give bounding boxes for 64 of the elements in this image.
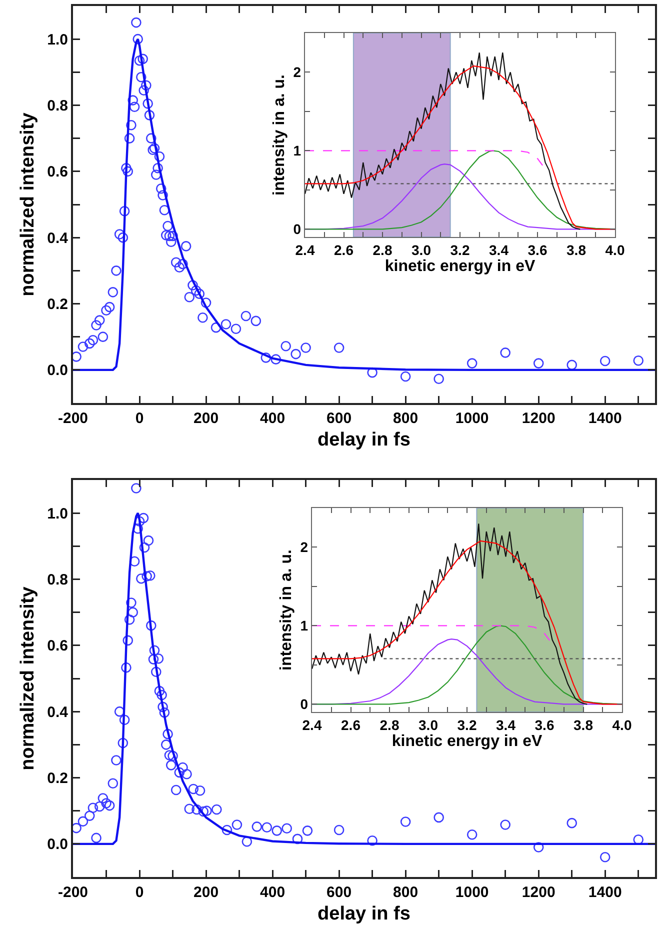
x-axis-title: kinetic energy in eV bbox=[392, 733, 542, 750]
x-tick-label: 3.6 bbox=[528, 242, 548, 258]
x-tick-label: 4.0 bbox=[612, 717, 632, 733]
x-tick-label: 600 bbox=[326, 410, 352, 427]
x-tick-label: 3.0 bbox=[418, 717, 438, 733]
y-tick-label: 0.8 bbox=[47, 572, 68, 588]
x-axis-title: delay in fs bbox=[318, 429, 410, 450]
y-tick-label: 0.6 bbox=[47, 638, 68, 655]
x-tick-label: 3.0 bbox=[412, 242, 432, 258]
y-axis-title: intensity in a. u. bbox=[271, 74, 288, 196]
line-series bbox=[305, 52, 581, 230]
x-tick-label: 3.8 bbox=[574, 717, 594, 733]
x-tick-label: 800 bbox=[393, 884, 418, 901]
x-tick-label: 3.4 bbox=[496, 717, 516, 733]
y-tick-label: 1 bbox=[300, 618, 308, 634]
x-axis-title: kinetic energy in eV bbox=[384, 258, 536, 275]
x-tick-label: 2.8 bbox=[372, 242, 392, 258]
x-tick-label: 800 bbox=[393, 410, 418, 427]
y-tick-label: 0.2 bbox=[47, 770, 68, 787]
x-tick-label: 1200 bbox=[522, 884, 556, 901]
x-tick-label: 1400 bbox=[588, 410, 622, 427]
x-tick-label: 0 bbox=[135, 884, 144, 901]
x-tick-label: 2.4 bbox=[295, 242, 315, 258]
y-tick-label: 0.2 bbox=[47, 296, 68, 313]
x-tick-label: 2.8 bbox=[380, 717, 400, 733]
x-tick-label: 0 bbox=[135, 410, 144, 427]
x-tick-label: 1000 bbox=[455, 410, 489, 427]
x-tick-label: -200 bbox=[58, 884, 88, 901]
x-tick-label: 2.4 bbox=[302, 717, 322, 733]
x-tick-label: 1400 bbox=[588, 884, 622, 901]
y-tick-label: 1.0 bbox=[47, 31, 68, 48]
y-tick-label: 0.0 bbox=[47, 836, 68, 854]
x-tick-label: 4.0 bbox=[605, 242, 625, 258]
x-tick-label: 1200 bbox=[522, 410, 556, 427]
y-axis-title: intensity in a. u. bbox=[278, 550, 296, 670]
x-tick-label: 3.4 bbox=[489, 242, 509, 258]
x-tick-label: 3.2 bbox=[450, 242, 470, 258]
x-tick-label: -200 bbox=[58, 410, 88, 427]
line-series bbox=[312, 523, 588, 705]
x-tick-label: 400 bbox=[260, 884, 286, 901]
x-tick-label: 3.6 bbox=[534, 717, 554, 733]
y-tick-label: 1 bbox=[293, 142, 302, 159]
y-tick-label: 0 bbox=[300, 696, 308, 712]
y-tick-label: 0.4 bbox=[47, 230, 69, 247]
y-axis-title: normalized intensity bbox=[17, 112, 38, 296]
y-tick-label: 1.0 bbox=[47, 505, 68, 522]
x-tick-label: 2.6 bbox=[334, 242, 354, 258]
x-tick-label: 200 bbox=[194, 884, 219, 901]
y-tick-label: 0.6 bbox=[47, 164, 68, 181]
x-tick-label: 2.6 bbox=[341, 717, 361, 733]
y-axis-title: normalized intensity bbox=[17, 586, 38, 770]
x-axis-title: delay in fs bbox=[318, 903, 410, 924]
x-tick-label: 600 bbox=[326, 884, 352, 901]
x-tick-label: 3.8 bbox=[566, 242, 586, 258]
y-tick-label: 2 bbox=[293, 64, 302, 80]
x-tick-label: 200 bbox=[194, 410, 219, 427]
y-tick-label: 0.0 bbox=[47, 362, 68, 380]
y-tick-label: 0.4 bbox=[47, 704, 69, 721]
y-tick-label: 0 bbox=[293, 221, 302, 238]
x-tick-label: 3.2 bbox=[457, 717, 477, 733]
x-tick-label: 400 bbox=[260, 410, 286, 427]
y-tick-label: 2 bbox=[300, 539, 308, 556]
y-tick-label: 0.8 bbox=[47, 98, 68, 114]
x-tick-label: 1000 bbox=[455, 884, 489, 901]
